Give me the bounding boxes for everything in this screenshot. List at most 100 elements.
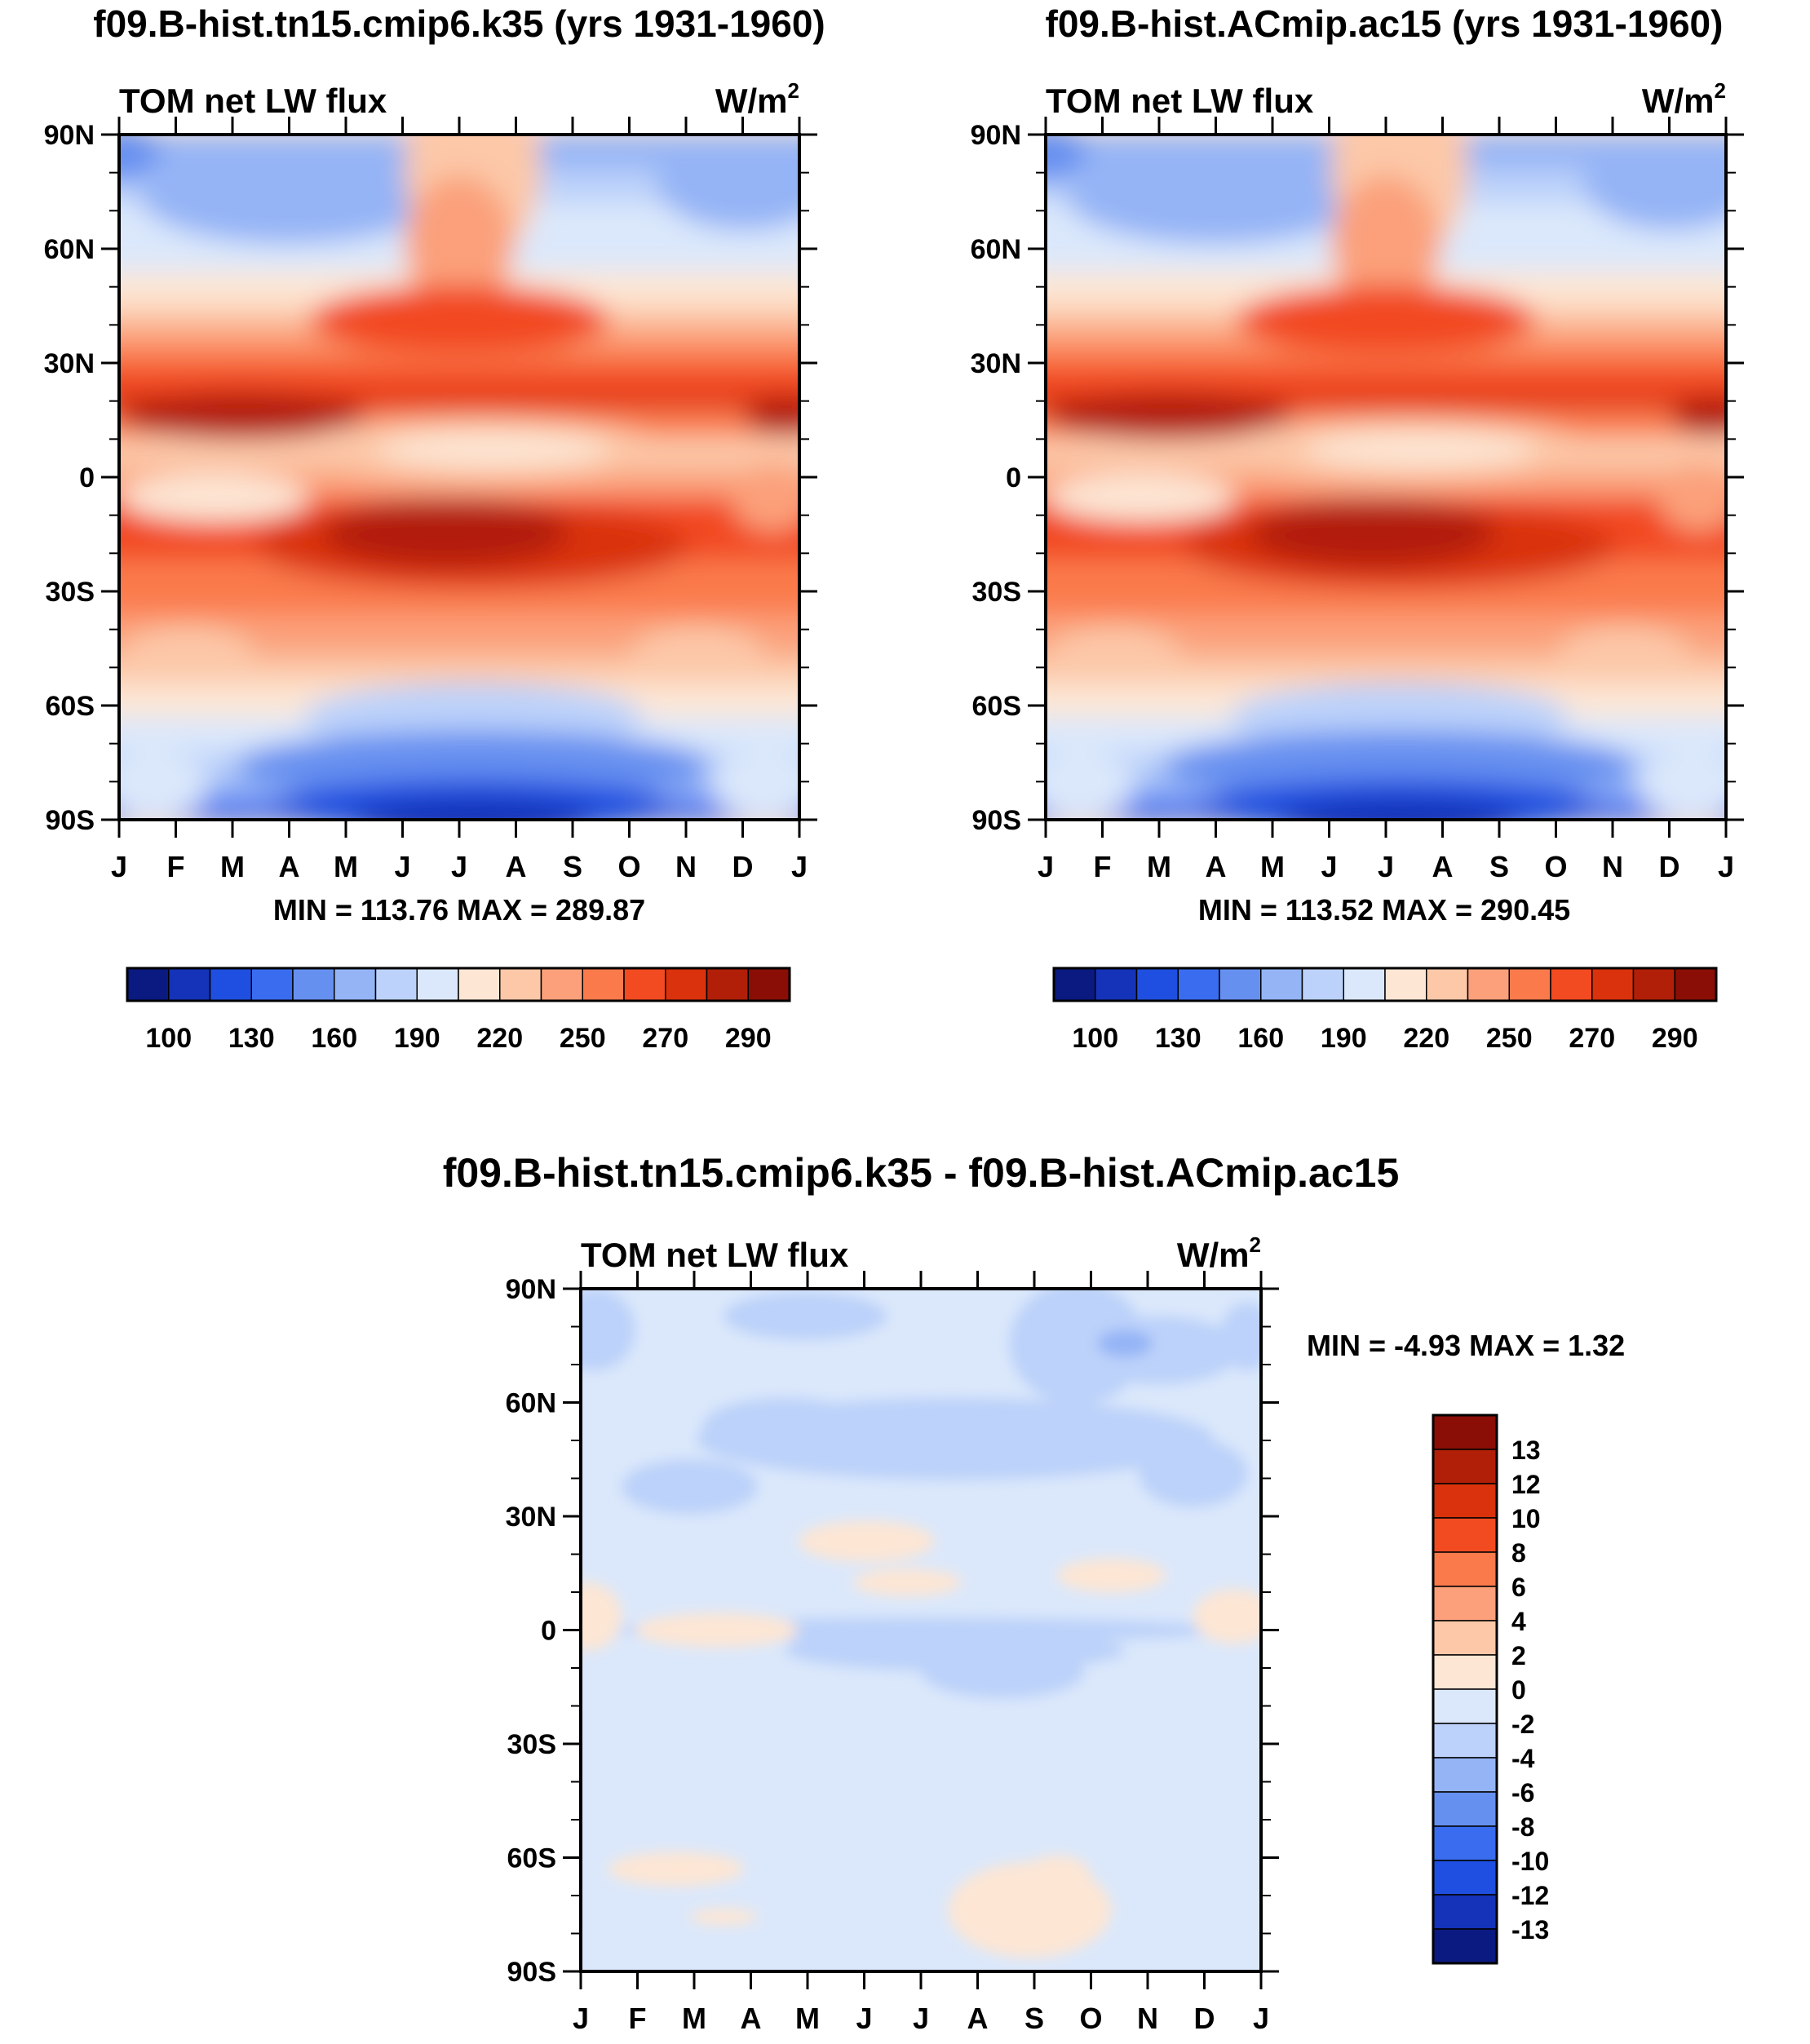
field-contour (1138, 1439, 1248, 1507)
colorbar-label: 6 (1511, 1573, 1526, 1602)
field-contour (1046, 627, 1182, 684)
colorbar-swatch (1550, 967, 1593, 1002)
field-contour (731, 463, 799, 533)
panel-2: f09.B-hist.ACmip.ac15 (yrs 1931-1960) TO… (971, 2, 1744, 1054)
panel-1-field (119, 135, 799, 820)
colorbar-swatch (1432, 1928, 1498, 1964)
colorbar-swatch (1219, 967, 1262, 1002)
x-tick-label: J (451, 850, 467, 883)
colorbar-label: 250 (560, 1023, 606, 1054)
field-contour (1023, 1855, 1091, 1896)
colorbar-label: 12 (1511, 1470, 1541, 1499)
colorbar-swatch (292, 967, 335, 1002)
y-tick-label: 0 (1006, 462, 1021, 493)
colorbar-swatch (1426, 967, 1469, 1002)
field-contour (119, 135, 161, 183)
colorbar-swatch (250, 967, 294, 1002)
y-tick-label: 90S (46, 805, 95, 836)
y-tick-label: 30S (46, 577, 95, 608)
y-tick-label: 60S (46, 691, 95, 722)
field-contour (1193, 1589, 1261, 1644)
colorbar-label: 10 (1511, 1504, 1541, 1533)
y-tick-label: 60S (972, 691, 1022, 722)
x-tick-label: F (629, 2002, 647, 2035)
y-tick-label: 30S (507, 1729, 557, 1760)
field-contour (656, 135, 799, 231)
colorbar-label: 13 (1511, 1436, 1541, 1465)
x-tick-label: A (1432, 850, 1454, 883)
colorbar-swatch (1432, 1517, 1498, 1553)
field-contour (234, 730, 711, 799)
x-tick-label: J (1321, 850, 1337, 883)
panel-1-variable-label: TOM net LW flux (119, 82, 387, 120)
y-tick-label: 0 (541, 1616, 556, 1647)
panel-2-variable-label: TOM net LW flux (1046, 82, 1314, 120)
x-tick-label: M (220, 850, 245, 883)
colorbar-swatch (1095, 967, 1138, 1002)
field-contour (629, 627, 766, 684)
colorbar-label: -12 (1511, 1881, 1549, 1910)
x-tick-label: J (1038, 850, 1054, 883)
colorbar-swatch (1432, 1449, 1498, 1484)
panel-2-field (1046, 135, 1726, 820)
colorbar-swatch (1432, 1483, 1498, 1519)
colorbar-swatch (582, 967, 625, 1002)
field-contour (377, 432, 609, 467)
x-tick-label: M (795, 2002, 820, 2035)
y-tick-label: 90S (507, 1957, 557, 1988)
colorbar-swatch (1432, 1620, 1498, 1656)
y-tick-label: 90N (971, 120, 1021, 151)
colorbar-swatch (1432, 1860, 1498, 1896)
field-contour (350, 799, 595, 820)
field-contour (119, 473, 310, 522)
colorbar-swatch (1432, 1414, 1498, 1450)
field-contour (581, 1582, 622, 1651)
colorbar-label: 270 (642, 1023, 688, 1054)
field-contour (1331, 175, 1440, 313)
field-contour (635, 1613, 799, 1648)
y-tick-label: 90N (44, 120, 95, 151)
colorbar-swatch (1432, 1757, 1498, 1793)
x-tick-label: N (675, 850, 697, 883)
field-contour (1582, 135, 1726, 231)
x-tick-label: M (1147, 850, 1171, 883)
colorbar-swatch (1343, 967, 1386, 1002)
x-tick-label: J (573, 2002, 589, 2035)
field-bands (119, 135, 799, 820)
colorbar-frame (1052, 967, 1718, 1002)
x-tick-label: M (682, 2002, 706, 2035)
colorbar-label: 0 (1511, 1675, 1526, 1705)
field-contour (1671, 395, 1726, 436)
x-tick-label: D (1659, 850, 1680, 883)
field-contour (608, 1852, 745, 1887)
colorbar-swatch (334, 967, 377, 1002)
x-tick-label: N (1137, 2002, 1158, 2035)
panel-3-units: W/m2 (1177, 1232, 1261, 1274)
x-tick-label: D (1194, 2002, 1215, 2035)
field-contour (1161, 730, 1638, 799)
colorbar-swatch (706, 967, 749, 1002)
field-contour (689, 1908, 758, 1926)
y-tick-label: 60N (44, 234, 95, 265)
colorbar-swatch (1301, 967, 1344, 1002)
colorbar-swatch (499, 967, 542, 1002)
y-tick-label: 30N (44, 348, 95, 379)
colorbar-label: -8 (1511, 1812, 1534, 1842)
y-tick-label: 30S (972, 577, 1022, 608)
colorbar-label: -13 (1511, 1915, 1549, 1944)
colorbar-label: 8 (1511, 1538, 1526, 1568)
y-tick-label: 30N (971, 348, 1021, 379)
panel-3-stats: MIN = -4.93 MAX = 1.32 (1307, 1329, 1625, 1362)
colorbar-swatch (1432, 1551, 1498, 1587)
colorbar-swatch (1432, 1586, 1498, 1621)
colorbar-label: 4 (1511, 1607, 1526, 1636)
field-contour (323, 498, 569, 567)
x-tick-label: A (741, 2002, 762, 2035)
field-contour (1046, 751, 1135, 820)
panel-2-title: f09.B-hist.ACmip.ac15 (yrs 1931-1960) (1046, 2, 1724, 45)
x-tick-label: J (856, 2002, 872, 2035)
x-tick-label: J (1718, 850, 1734, 883)
colorbar-label: 270 (1569, 1023, 1615, 1054)
colorbar-swatch (1260, 967, 1303, 1002)
field-contour (798, 1520, 935, 1562)
